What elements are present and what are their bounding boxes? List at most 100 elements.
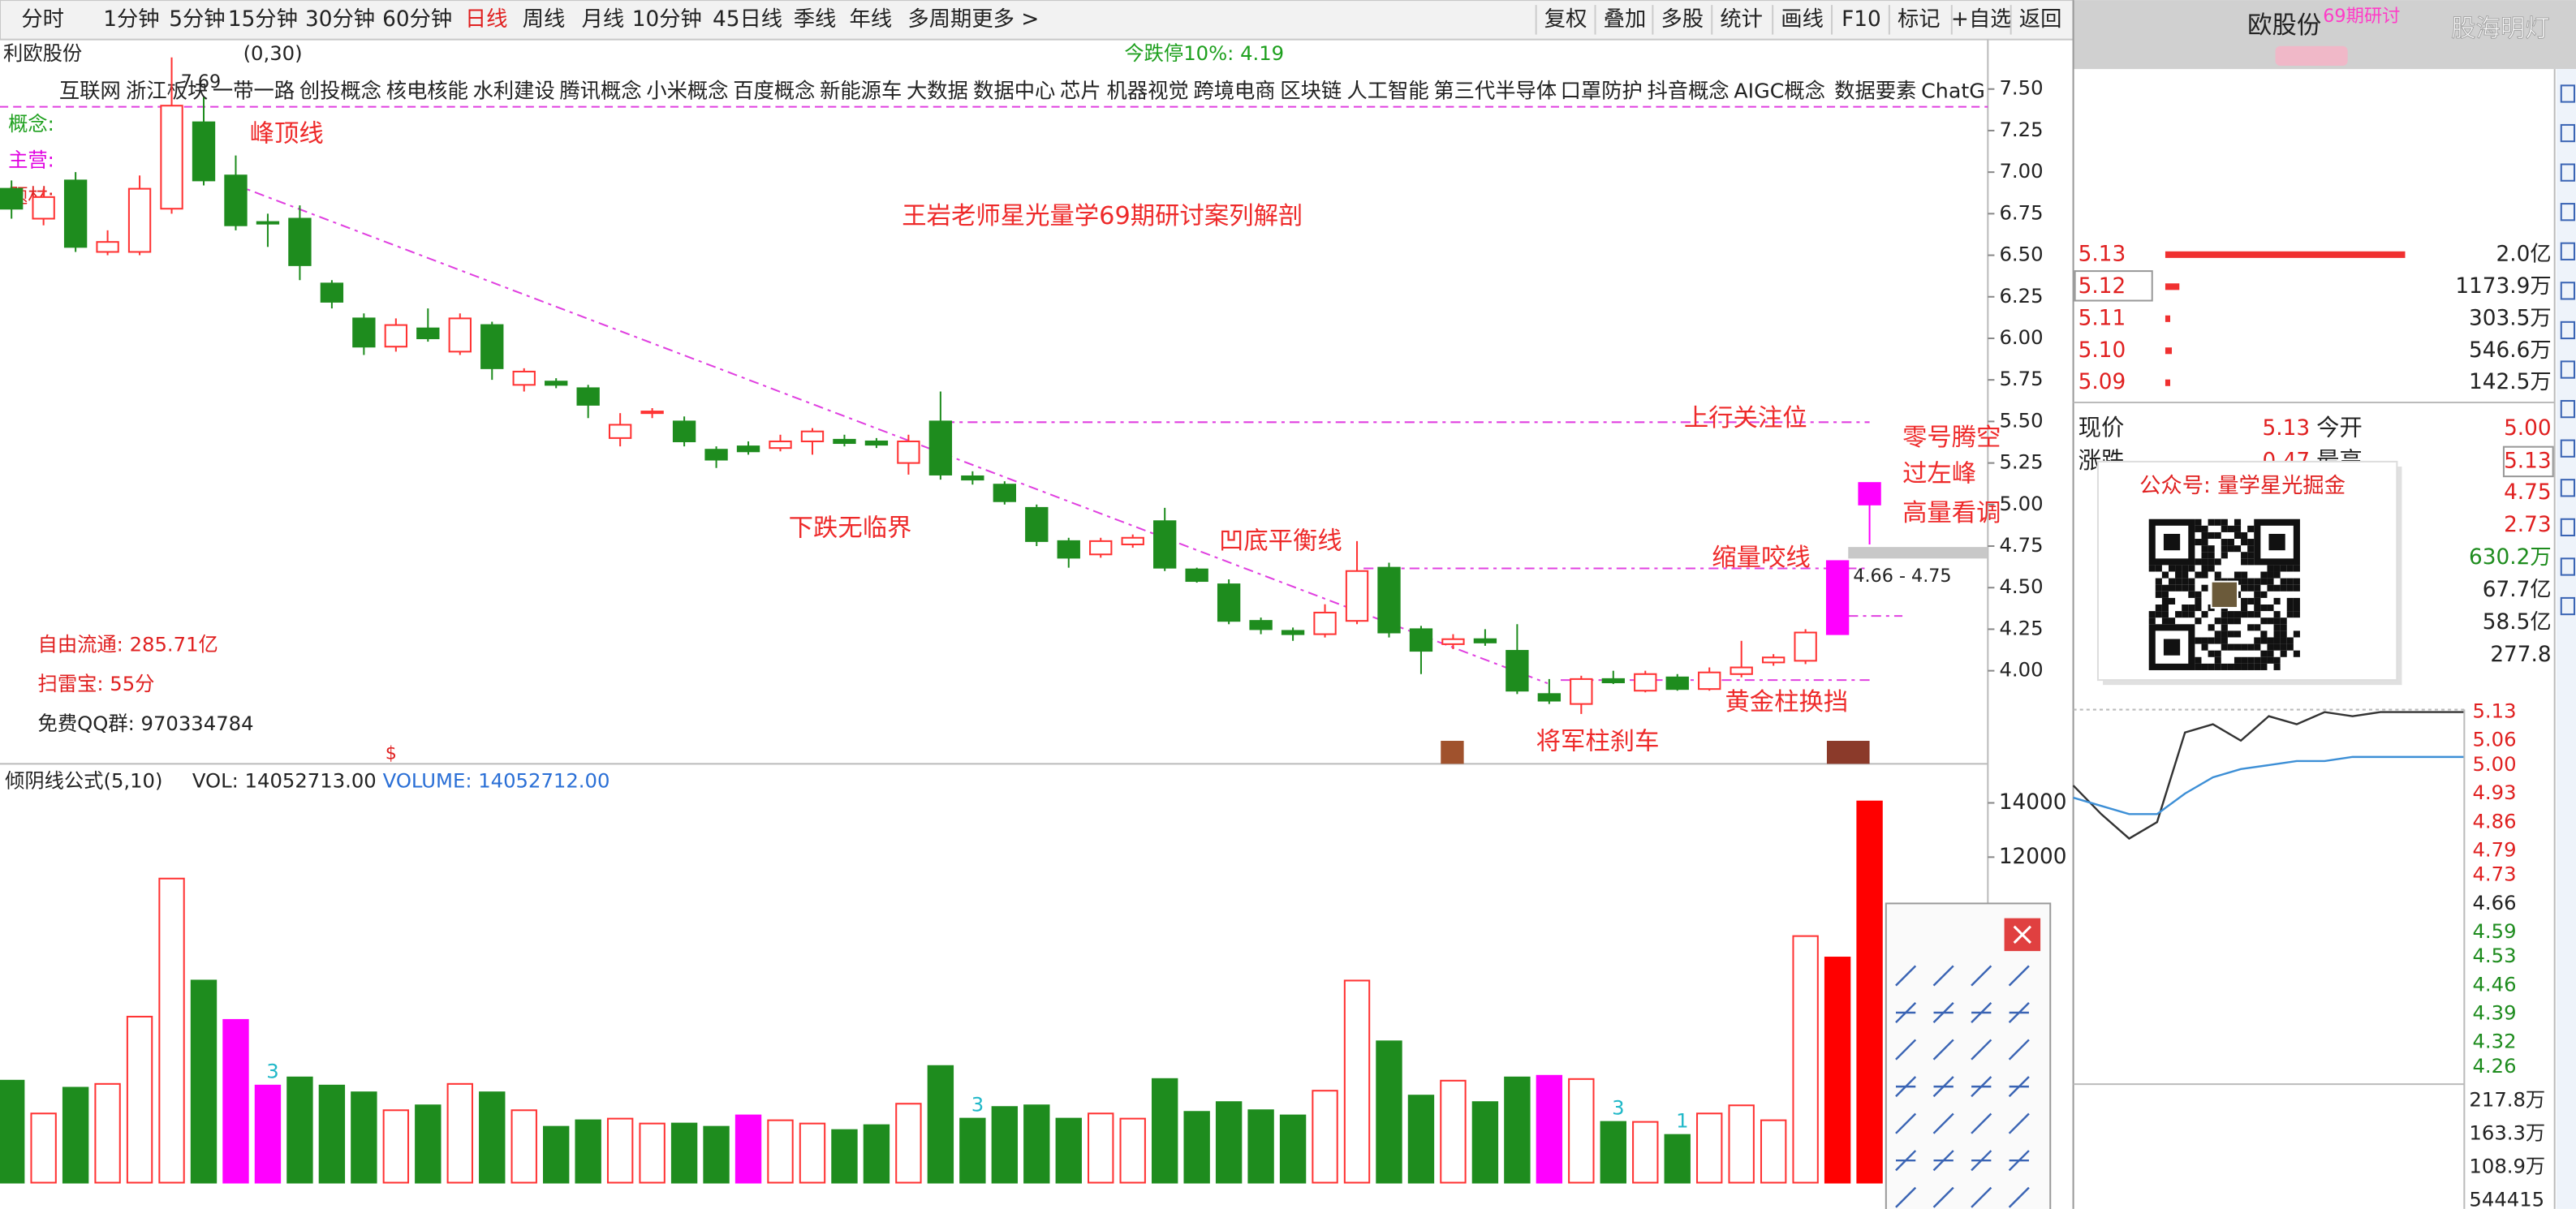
period-tab[interactable]: 更多 >	[971, 7, 1039, 32]
palette-icon[interactable]	[1932, 1002, 1954, 1024]
period-tab[interactable]: 15分钟	[228, 7, 298, 32]
collapse-button[interactable]	[2275, 45, 2348, 67]
period-tab[interactable]: 月线	[582, 7, 625, 32]
annotation: 峰顶线	[250, 120, 324, 148]
y-tick-label: 4.86	[2472, 809, 2516, 833]
strip-icon[interactable]	[2560, 399, 2575, 419]
palette-icon[interactable]	[1895, 1076, 1917, 1098]
palette-icon[interactable]	[1971, 1186, 1992, 1208]
palette-icon[interactable]	[2008, 1150, 2030, 1172]
qr-cell	[2221, 552, 2228, 559]
event-marker	[1441, 741, 1464, 764]
y-tick-label: 4.75	[1999, 533, 2043, 557]
palette-icon[interactable]	[1895, 1039, 1917, 1061]
period-tab[interactable]: 45日线	[713, 7, 782, 32]
period-tab[interactable]: 5分钟	[169, 7, 225, 32]
qr-cell	[2241, 571, 2248, 579]
strip-icon[interactable]	[2560, 123, 2575, 143]
palette-icon[interactable]	[1971, 965, 1992, 987]
palette-icon[interactable]	[1932, 1039, 1954, 1061]
candle-body	[1089, 540, 1113, 556]
period-tab[interactable]: 1分钟	[103, 7, 159, 32]
qr-cell	[2214, 531, 2221, 540]
volume-bar	[703, 1125, 730, 1184]
period-tab[interactable]: 年线	[850, 7, 893, 32]
palette-icon[interactable]	[2008, 1076, 2030, 1098]
volume-bar	[1343, 979, 1371, 1184]
period-tab[interactable]: 60分钟	[382, 7, 452, 32]
palette-icon[interactable]	[1895, 1002, 1917, 1024]
period-tab[interactable]: 10分钟	[632, 7, 702, 32]
palette-icon[interactable]	[1895, 1112, 1917, 1134]
period-tab[interactable]: 多周期	[907, 7, 971, 32]
strip-icon[interactable]	[2560, 479, 2575, 497]
popup-panel[interactable]	[2096, 460, 2398, 682]
candle-body	[192, 121, 216, 182]
strip-icon[interactable]	[2560, 557, 2575, 576]
palette-icon[interactable]	[2008, 1186, 2030, 1208]
palette-icon[interactable]	[1895, 965, 1917, 987]
palette-icon[interactable]	[2008, 1112, 2030, 1134]
period-tab[interactable]: 周线	[523, 7, 566, 32]
tool-button[interactable]: 复权	[1544, 7, 1587, 32]
palette-icon[interactable]	[1895, 1150, 1917, 1172]
strip-icon[interactable]	[2560, 596, 2575, 616]
palette-icon[interactable]	[1971, 1150, 1992, 1172]
tool-button[interactable]: 返回	[2019, 7, 2062, 32]
qr-cell	[2227, 630, 2234, 638]
qr-cell	[2280, 650, 2287, 657]
palette-icon[interactable]	[1932, 1186, 1954, 1208]
volume-bar	[639, 1122, 666, 1184]
palette-icon[interactable]	[1932, 1076, 1954, 1098]
period-tab[interactable]: 季线	[794, 7, 837, 32]
tool-button[interactable]: F10	[1842, 7, 1881, 32]
tool-button[interactable]: 标记	[1898, 7, 1941, 32]
qr-cell	[2247, 558, 2255, 566]
strip-icon[interactable]	[2560, 360, 2575, 379]
qr-cell	[2273, 584, 2281, 592]
volume-bar	[1119, 1117, 1146, 1184]
volume-bar	[1023, 1104, 1050, 1184]
period-tab[interactable]: 30分钟	[305, 7, 375, 32]
candle-body	[1153, 520, 1177, 569]
quote-label: 现价	[2078, 414, 2125, 441]
strip-icon[interactable]	[2560, 163, 2575, 182]
title-tag: 69期研讨	[2323, 6, 2400, 27]
palette-icon[interactable]	[1971, 1039, 1992, 1061]
tool-button[interactable]: 叠加	[1604, 7, 1647, 32]
tool-button[interactable]: 统计	[1720, 7, 1763, 32]
strip-icon[interactable]	[2560, 321, 2575, 340]
palette-icon[interactable]	[1971, 1112, 1992, 1134]
palette-icon[interactable]	[1895, 1186, 1917, 1208]
palette-icon[interactable]	[2008, 1039, 2030, 1061]
strip-icon[interactable]	[2560, 439, 2575, 458]
period-tab[interactable]: 日线	[465, 7, 508, 32]
palette-icon[interactable]	[1971, 1002, 1992, 1024]
qr-cell	[2214, 518, 2221, 526]
annotation: 将军柱刹车	[1536, 728, 1660, 756]
qr-cell	[2214, 656, 2221, 664]
tool-button[interactable]: +自选	[1951, 7, 2012, 32]
strip-icon[interactable]	[2560, 203, 2575, 222]
palette-icon[interactable]	[1932, 1150, 1954, 1172]
tool-button[interactable]: 多股	[1661, 7, 1704, 32]
qr-cell	[2247, 525, 2255, 532]
qr-cell	[2221, 637, 2228, 644]
qr-cell	[2293, 650, 2300, 657]
palette-icon[interactable]	[2008, 1002, 2030, 1024]
period-tab[interactable]: 分时	[21, 7, 64, 32]
palette-icon[interactable]	[1971, 1076, 1992, 1098]
bid-volume: 1173.9万	[2455, 274, 2551, 299]
volume-bar	[286, 1076, 313, 1184]
tool-button[interactable]: 画线	[1781, 7, 1824, 32]
qr-cell	[2260, 604, 2268, 612]
strip-icon[interactable]	[2560, 242, 2575, 260]
strip-icon[interactable]	[2560, 518, 2575, 536]
strip-icon[interactable]	[2560, 282, 2575, 300]
qr-cell	[2175, 584, 2182, 592]
y-tick-label: 5.00	[1999, 492, 2043, 515]
palette-icon[interactable]	[2008, 965, 2030, 987]
palette-icon[interactable]	[1932, 1112, 1954, 1134]
palette-icon[interactable]	[1932, 965, 1954, 987]
strip-icon[interactable]	[2560, 84, 2575, 103]
